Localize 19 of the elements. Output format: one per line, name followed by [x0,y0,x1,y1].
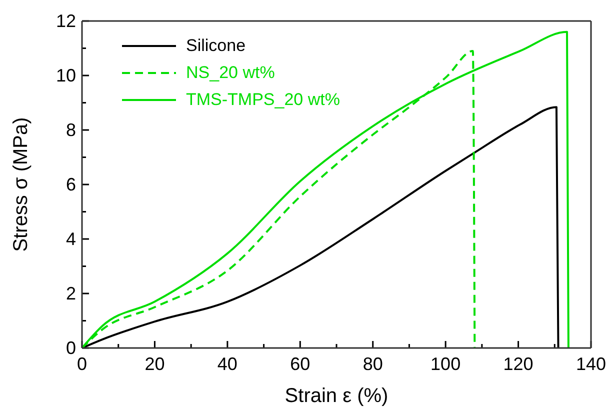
x-tick-label: 140 [576,354,606,374]
x-tick-label: 40 [217,354,238,374]
x-tick-label: 20 [144,354,165,374]
x-tick-label: 60 [290,354,310,374]
y-axis-title: Stress σ (MPa) [10,117,32,252]
y-tick-label: 0 [66,338,76,358]
x-tick-label: 80 [362,354,383,374]
y-tick-label: 6 [66,174,76,194]
legend-label: Silicone [186,35,246,57]
legend-label: NS_20 wt% [186,62,275,84]
x-tick-label: 100 [430,354,461,374]
legend-label: TMS-TMPS_20 wt% [186,89,340,111]
y-tick-label: 12 [56,11,76,31]
y-tick-label: 10 [56,66,76,86]
x-tick-label: 120 [503,354,534,374]
y-tick-label: 2 [66,284,76,304]
x-axis-title: Strain ε (%) [284,385,388,407]
y-tick-label: 8 [66,120,76,140]
y-tick-label: 4 [66,229,76,249]
